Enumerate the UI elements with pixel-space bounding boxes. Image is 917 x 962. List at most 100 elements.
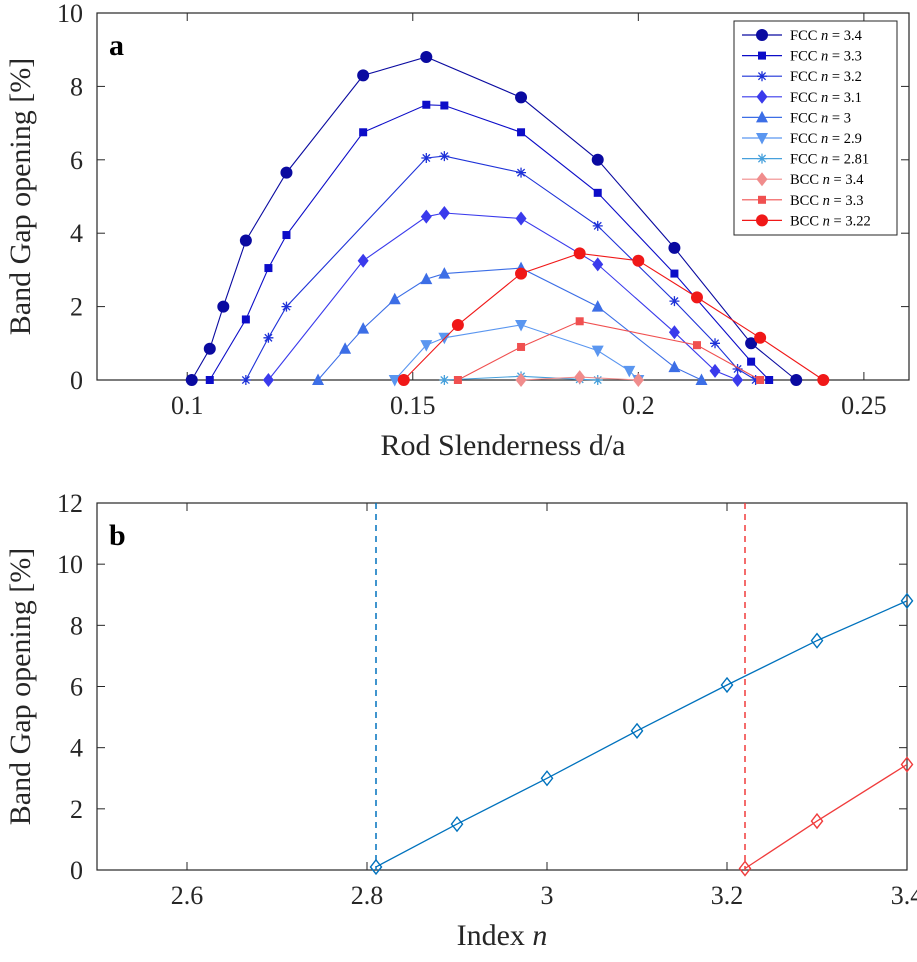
data-point [239, 234, 252, 247]
x-tick-label: 3 [541, 881, 554, 910]
legend-label: BCC n = 3.4 [790, 172, 864, 188]
legend-marker [756, 214, 768, 227]
legend-label: FCC n = 3.2 [790, 69, 862, 85]
data-point [900, 592, 914, 609]
data-point [515, 91, 528, 104]
legend-entry: FCC n = 3.1 [742, 89, 862, 106]
legend-label: BCC n = 3.3 [790, 193, 863, 209]
panel-b-label: b [109, 519, 126, 552]
data-point [420, 272, 433, 285]
data-point [630, 722, 644, 739]
legend-entry: BCC n = 3.4 [742, 172, 864, 188]
y-tick-label: 6 [70, 673, 83, 702]
data-point [695, 373, 708, 385]
data-point [692, 341, 701, 350]
data-point [591, 300, 604, 312]
data-point [732, 373, 744, 387]
legend-marker [756, 110, 768, 123]
data-point [262, 373, 274, 387]
series-line [444, 375, 598, 381]
data-point [592, 257, 604, 272]
data-point [747, 357, 756, 366]
series-4 [312, 261, 708, 385]
data-point [632, 254, 645, 267]
x-tick-label: 0.1 [171, 391, 204, 420]
data-point [517, 128, 526, 137]
data-point [591, 153, 604, 166]
data-point [421, 152, 432, 163]
data-point [592, 220, 603, 231]
data-point [205, 376, 214, 384]
panel-a-x-axis-title: Rod Slenderness d/a [381, 429, 626, 462]
data-point [817, 374, 830, 386]
data-point [217, 300, 230, 313]
data-point [439, 151, 450, 162]
legend-label: FCC n = 2.81 [790, 152, 869, 168]
y-tick-label: 4 [70, 219, 83, 248]
y-tick-label: 2 [70, 795, 83, 824]
data-point [632, 373, 644, 387]
legend-label: FCC n = 3.4 [790, 28, 863, 44]
x-tick-label: 2.6 [171, 881, 204, 910]
panel-a: 0.1 0.15 0.2 0.25 0 2 4 6 8 10 a Rod Slenderness … [4, 0, 910, 462]
data-point [738, 860, 752, 877]
data-point [900, 756, 914, 773]
legend-entry: FCC n = 3.3 [742, 49, 862, 65]
data-point [720, 676, 734, 694]
data-point [756, 376, 765, 384]
panel-b: 2.6 2.8 3 3.2 3.4 0 2 4 6 8 10 12 b Index n Band Ga… [4, 489, 917, 952]
panel-b-axes-box [96, 502, 908, 871]
panel-b-x-axis-title: Index n [457, 919, 548, 952]
data-point [281, 301, 292, 312]
data-point [593, 188, 602, 197]
y-tick-label: 0 [70, 856, 83, 885]
series-7 [515, 370, 644, 387]
panel-b-reference-lines [375, 503, 746, 870]
data-point [540, 770, 554, 787]
data-point [453, 376, 462, 384]
x-tick-label: 3.2 [711, 881, 744, 910]
data-point [357, 69, 370, 82]
data-point [745, 337, 758, 350]
y-tick-label: 12 [57, 489, 83, 518]
y-tick-label: 0 [70, 366, 83, 395]
data-point [592, 375, 603, 385]
legend-marker [758, 51, 766, 60]
series-8 [453, 317, 765, 384]
data-point [668, 241, 681, 254]
y-tick-label: 8 [70, 611, 83, 640]
y-tick-label: 4 [70, 734, 83, 763]
data-point [670, 269, 679, 278]
x-tick-label: 0.25 [841, 391, 887, 420]
data-point [388, 292, 401, 305]
data-point [282, 231, 291, 240]
panel-b-series [369, 592, 914, 877]
data-point [420, 209, 432, 224]
y-tick-label: 6 [70, 146, 83, 175]
legend-entry: BCC n = 3.3 [742, 193, 863, 209]
legend-entry: FCC n = 3.4 [742, 28, 863, 44]
series-2 [240, 151, 761, 385]
series-line [191, 56, 797, 381]
legend-entry: FCC n = 2.81 [742, 152, 869, 168]
data-point [669, 296, 680, 307]
series-line [317, 267, 702, 381]
series-0 [369, 592, 914, 876]
x-tick-label: 0.15 [390, 391, 436, 420]
legend-marker [756, 133, 768, 145]
data-point [515, 319, 528, 332]
legend-marker [757, 71, 767, 82]
data-point [754, 331, 767, 344]
legend-label: FCC n = 3.1 [790, 90, 862, 106]
panel-a-label: a [109, 29, 124, 62]
data-point [574, 370, 586, 385]
panel-b-ticks: 2.6 2.8 3 3.2 3.4 0 2 4 6 8 10 12 [57, 489, 917, 910]
data-point [203, 342, 216, 355]
data-point [438, 206, 450, 221]
series-1 [738, 756, 914, 877]
y-tick-label: 10 [57, 0, 83, 28]
legend-label: BCC n = 3.22 [790, 213, 871, 229]
data-point [240, 375, 251, 385]
y-tick-label: 10 [57, 550, 83, 579]
